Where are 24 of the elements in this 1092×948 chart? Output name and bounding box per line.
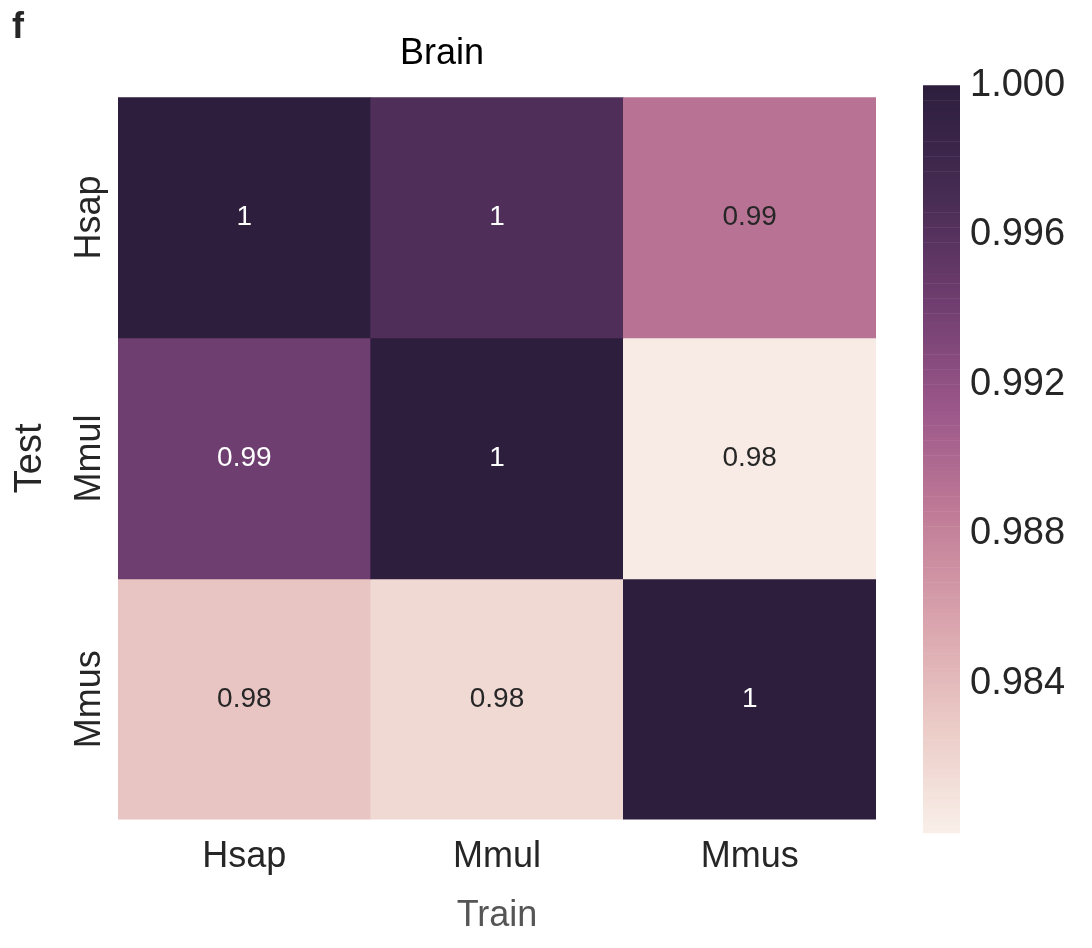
color-bar-label: 0.984 xyxy=(970,659,1066,702)
data-label: 1 xyxy=(489,200,505,232)
text: f xyxy=(12,4,25,46)
y-axis-title: Test xyxy=(7,423,50,494)
color-bar-label: 0.992 xyxy=(970,360,1066,403)
data-label: 1 xyxy=(741,681,758,713)
y-tick-label: Mmus xyxy=(66,650,108,749)
x-tick-label: Hsap xyxy=(202,834,287,876)
x-tick-label: Mmus xyxy=(700,834,799,876)
data-label: 1 xyxy=(489,441,505,473)
color-bar-label: 0.996 xyxy=(970,211,1066,254)
chart-title: Brain xyxy=(399,30,485,72)
x-tick-label: Mmul xyxy=(453,834,541,876)
data-label: 0.98 xyxy=(722,441,777,473)
data-label: 0.98 xyxy=(217,681,272,713)
color-bar-label: 0.988 xyxy=(970,510,1066,553)
data-label: 0.99 xyxy=(722,200,777,232)
y-tick-label: Hsap xyxy=(66,175,108,260)
x-axis-title: Train xyxy=(456,893,538,935)
color-bar-label: 1.000 xyxy=(970,61,1066,104)
data-label: 0.98 xyxy=(469,681,525,713)
data-label: 1 xyxy=(236,200,253,232)
y-tick-label: Mmul xyxy=(66,414,108,503)
data-label: 0.99 xyxy=(217,441,272,473)
